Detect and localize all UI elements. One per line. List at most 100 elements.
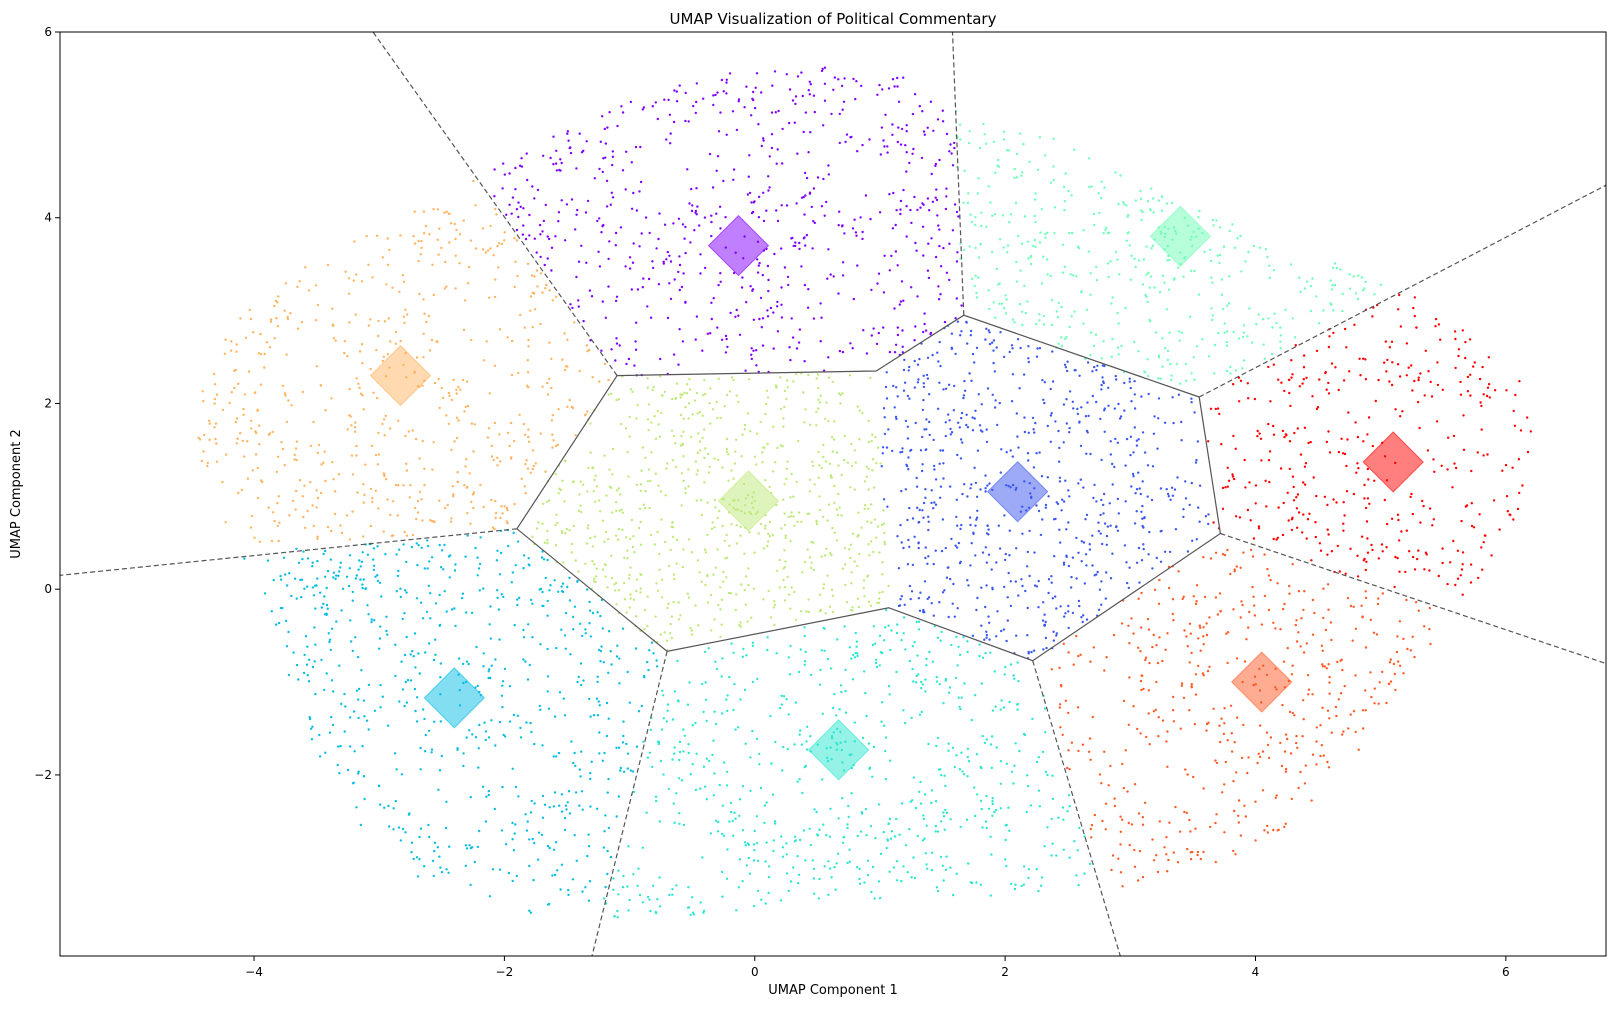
data-point	[375, 348, 378, 352]
data-point	[1076, 706, 1080, 709]
data-point	[1088, 862, 1092, 866]
data-point	[675, 792, 678, 795]
data-point	[690, 633, 694, 636]
data-point	[852, 653, 855, 657]
data-point	[1088, 185, 1091, 188]
data-point	[755, 364, 758, 367]
data-point	[1051, 350, 1054, 353]
data-point	[1015, 152, 1019, 156]
data-point	[962, 394, 966, 397]
data-point	[646, 624, 649, 628]
data-point	[629, 769, 633, 772]
data-point	[1241, 603, 1244, 607]
data-point	[1234, 515, 1238, 518]
data-point	[1409, 649, 1413, 652]
data-point	[399, 339, 402, 343]
data-point	[959, 334, 962, 337]
data-point	[547, 237, 551, 241]
data-point	[1013, 887, 1017, 891]
data-point	[701, 349, 704, 352]
data-point	[709, 832, 713, 835]
data-point	[937, 298, 941, 301]
data-point	[1202, 850, 1205, 854]
data-point	[1004, 552, 1007, 556]
data-point	[331, 461, 334, 464]
data-point	[541, 230, 544, 233]
data-point	[520, 477, 523, 480]
data-point	[1066, 369, 1069, 373]
data-point	[1018, 387, 1021, 390]
data-point	[973, 417, 976, 420]
data-point	[877, 803, 881, 806]
data-point	[1325, 440, 1329, 444]
data-point	[241, 439, 244, 443]
data-point	[913, 93, 917, 96]
data-point	[578, 768, 581, 771]
data-point	[694, 460, 697, 463]
data-point	[638, 190, 641, 193]
data-point	[721, 832, 724, 836]
data-point	[706, 452, 710, 456]
data-point	[594, 575, 598, 578]
data-point	[1361, 289, 1365, 292]
data-point	[1238, 400, 1241, 403]
data-point	[648, 751, 652, 754]
data-point	[739, 698, 742, 701]
data-point	[1152, 633, 1155, 637]
data-point	[593, 500, 597, 503]
data-point	[980, 211, 983, 214]
data-point	[714, 506, 717, 509]
data-point	[256, 466, 259, 470]
data-point	[1193, 378, 1196, 381]
data-point	[1401, 410, 1404, 413]
data-point	[1459, 380, 1462, 384]
data-point	[1036, 168, 1040, 171]
data-point	[715, 212, 718, 215]
data-point	[997, 283, 1000, 286]
data-point	[455, 388, 458, 391]
data-point	[900, 280, 904, 283]
data-point	[1480, 546, 1483, 549]
data-point	[1075, 536, 1078, 540]
data-point	[775, 209, 778, 212]
data-point	[431, 263, 434, 266]
data-point	[641, 901, 645, 904]
data-point	[704, 785, 707, 788]
data-point	[287, 399, 290, 402]
data-point	[1526, 416, 1529, 419]
data-point	[230, 349, 233, 352]
data-point	[1003, 514, 1006, 517]
data-point	[1106, 525, 1110, 528]
data-point	[805, 176, 809, 180]
data-point	[1092, 496, 1095, 500]
data-point	[638, 893, 642, 897]
data-point	[822, 455, 825, 459]
data-point	[934, 549, 937, 552]
data-point	[998, 401, 1001, 405]
data-point	[1261, 750, 1265, 753]
data-point	[591, 545, 595, 548]
data-point	[1245, 638, 1248, 641]
data-point	[586, 410, 589, 413]
data-point	[309, 444, 313, 448]
data-point	[1171, 598, 1175, 601]
data-point	[921, 202, 924, 205]
data-point	[678, 758, 681, 762]
data-point	[878, 601, 881, 604]
data-point	[1108, 502, 1112, 505]
data-point	[395, 590, 398, 593]
data-point	[1063, 363, 1067, 366]
data-point	[403, 653, 407, 657]
data-point	[235, 350, 238, 353]
data-point	[915, 476, 918, 480]
data-point	[1327, 392, 1331, 395]
data-point	[905, 151, 908, 154]
data-point	[474, 204, 477, 207]
data-point	[1429, 642, 1432, 646]
data-point	[1100, 458, 1103, 462]
data-point	[1184, 480, 1187, 483]
data-point	[881, 590, 884, 594]
data-point	[407, 430, 410, 433]
data-point	[1023, 416, 1026, 419]
data-point	[525, 829, 529, 832]
